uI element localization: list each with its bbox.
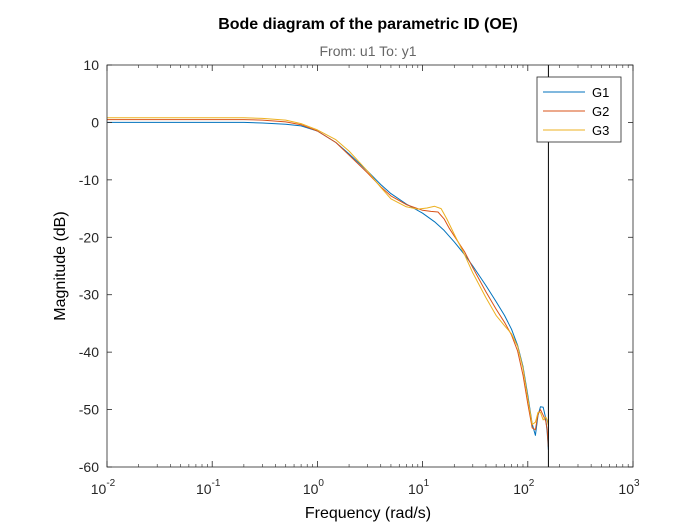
plot-frame (106, 64, 634, 468)
y-tick-label: -40 (79, 344, 99, 360)
legend-label-g2: G2 (592, 104, 609, 119)
y-tick-label: -20 (79, 229, 99, 245)
x-tick-label: 103 (618, 478, 640, 497)
legend-label-g3: G3 (592, 123, 609, 138)
series-layer (107, 117, 549, 450)
y-axis-label: Magnitude (dB) (52, 211, 69, 320)
series-line-g1 (107, 121, 549, 450)
x-axis-label: Frequency (rad/s) (305, 505, 431, 522)
x-tick-label: 101 (408, 478, 430, 497)
x-tick-label: 10-1 (196, 478, 221, 497)
legend-items: G1 G2 G3 (543, 85, 609, 138)
legend-box (536, 76, 622, 143)
legend-label-g1: G1 (592, 85, 609, 100)
y-tick-label: -30 (79, 287, 99, 303)
x-tick-label: 102 (513, 478, 535, 497)
y-tick-label: -50 (79, 402, 99, 418)
chart-subtitle: From: u1 To: y1 (319, 43, 416, 59)
x-tick-label: 100 (303, 478, 325, 497)
legend[interactable]: G1 G2 G3 (536, 76, 622, 143)
y-tick-label: 10 (83, 57, 99, 73)
y-tick-label: -60 (79, 459, 99, 475)
series-line-g2 (107, 119, 549, 447)
series-line-g3 (107, 117, 549, 426)
chart-title: Bode diagram of the parametric ID (OE) (218, 16, 518, 33)
y-tick-label: 0 (91, 114, 99, 130)
x-tick-label: 10-2 (91, 478, 116, 497)
y-tick-label: -10 (79, 172, 99, 188)
